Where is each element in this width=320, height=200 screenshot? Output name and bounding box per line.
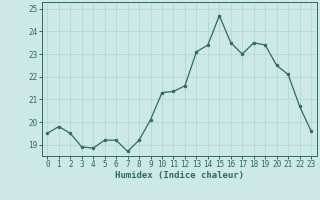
- X-axis label: Humidex (Indice chaleur): Humidex (Indice chaleur): [115, 171, 244, 180]
